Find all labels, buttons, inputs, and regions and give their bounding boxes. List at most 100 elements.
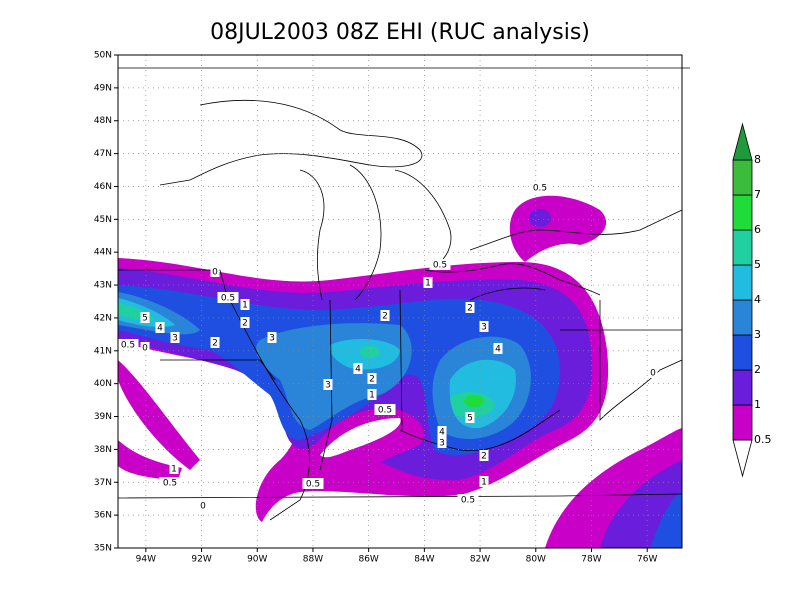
- lat-tick-label: 47N: [94, 149, 112, 159]
- colorbar-segment: [732, 404, 753, 441]
- colorbar-label: 8: [754, 153, 761, 166]
- contour-label-box: [210, 337, 220, 348]
- contour-label-box: [465, 302, 475, 313]
- colorbar-label: 2: [754, 363, 761, 376]
- ehi-fill-6: [464, 395, 484, 407]
- ehi-fill-1: [529, 209, 551, 227]
- contour-label-box: [240, 299, 250, 310]
- contour-label: 0.5: [461, 496, 475, 506]
- contour-label-box: [353, 363, 363, 374]
- contour-label: 1: [171, 465, 177, 475]
- colorbar-segment: [732, 159, 753, 196]
- contour-label: 4: [355, 365, 361, 375]
- lon-tick-label: 94W: [136, 555, 156, 565]
- contour-label-box: [198, 500, 208, 511]
- lat-tick-label: 46N: [94, 182, 112, 192]
- colorbar-label: 5: [754, 258, 761, 271]
- map-area: [117, 55, 690, 548]
- ehi-fill-2: [650, 490, 682, 548]
- contour-label: 0: [200, 502, 206, 512]
- lat-tick-label: 49N: [94, 83, 112, 93]
- contour-label: 2: [382, 312, 388, 322]
- contour-label: 0.5: [221, 294, 235, 304]
- contour-label: 4: [157, 324, 163, 334]
- contour-label-box: [210, 266, 220, 277]
- contour-label: 2: [467, 304, 473, 314]
- contour-label-box: [423, 277, 433, 288]
- colorbar-segment: [732, 334, 753, 371]
- colorbar-label: 6: [754, 223, 761, 236]
- contour-label-box: [437, 426, 447, 437]
- axes: 35N 36N 37N 38N 39N 40N 41N 42N 43N 44N 45N 46N 47N 4…: [94, 51, 658, 565]
- contour-label: 3: [269, 334, 275, 344]
- map-title: 08JUL2003 08Z EHI (RUC analysis): [210, 20, 590, 45]
- contour-label-box: [155, 322, 165, 333]
- lat-tick-label: 40N: [94, 379, 112, 389]
- colorbar-label: 0.5: [754, 433, 772, 446]
- colorbar-label: 4: [754, 293, 761, 306]
- contour-label: 5: [142, 314, 148, 324]
- contour-label: 2: [242, 319, 248, 329]
- lat-tick-label: 38N: [94, 445, 112, 455]
- contour-label-box: [479, 450, 489, 461]
- contour-label-box: [140, 342, 150, 353]
- colorbar-segment: [732, 229, 753, 266]
- colorbar-label: 1: [754, 398, 761, 411]
- contour-label: 0.5: [121, 341, 135, 351]
- colorbar-segment: [732, 194, 753, 231]
- geo-outlines: [117, 67, 690, 521]
- contour-label: 3: [481, 323, 487, 333]
- colorbar-label: 3: [754, 328, 761, 341]
- contour-label-box: [267, 332, 277, 343]
- contour-label-box: [323, 379, 333, 390]
- lon-tick-label: 80W: [526, 555, 546, 565]
- lat-tick-label: 41N: [94, 346, 112, 356]
- lat-tick-label: 45N: [94, 215, 112, 225]
- lat-tick-label: 35N: [94, 544, 112, 554]
- lon-tick-label: 88W: [303, 555, 323, 565]
- contour-label: 3: [439, 439, 445, 449]
- contour-label: 0: [650, 369, 656, 379]
- lat-tick-label: 37N: [94, 478, 112, 488]
- colorbar-over: [732, 122, 753, 161]
- colorbar: 0.5 1 2 3 4 5 6 7 8: [732, 122, 772, 478]
- contour-label-box: [479, 321, 489, 332]
- lat-tick-label: 36N: [94, 511, 112, 521]
- lon-tick-label: 82W: [470, 555, 490, 565]
- map-frame: [117, 54, 683, 549]
- contour-label-box: [117, 339, 139, 350]
- lon-tick-label: 76W: [637, 555, 657, 565]
- contour-label-box: [493, 343, 503, 354]
- contour-label-box: [302, 478, 324, 489]
- contour-label-box: [169, 463, 179, 474]
- lon-tick-label: 92W: [191, 555, 211, 565]
- contour-label-box: [374, 404, 396, 415]
- contour-label-box: [380, 310, 390, 321]
- colorbar-under: [732, 439, 753, 478]
- lat-tick-label: 50N: [94, 51, 112, 61]
- contour-label-box: [367, 373, 377, 384]
- contour-label: 3: [172, 334, 178, 344]
- contour-label: 0.5: [306, 480, 320, 490]
- contour-label: 5: [467, 414, 473, 424]
- contour-label: 0.5: [533, 184, 547, 194]
- lat-tick-label: 48N: [94, 116, 112, 126]
- contour-label: 1: [481, 478, 487, 488]
- contour-label-box: [159, 477, 181, 488]
- contour-label: 1: [242, 301, 248, 311]
- ehi-fill-5: [360, 346, 380, 358]
- contour-label-box: [429, 259, 451, 270]
- ehi-hole: [320, 418, 401, 458]
- contour-label: 2: [481, 452, 487, 462]
- contour-label: 4: [439, 428, 445, 438]
- contour-label: 0.5: [163, 479, 177, 489]
- lat-tick-label: 44N: [94, 248, 112, 258]
- contour-label: 1: [369, 391, 375, 401]
- ehi-fill-0.5: [118, 440, 182, 480]
- contour-label-box: [648, 367, 658, 378]
- lat-tick-label: 43N: [94, 281, 112, 291]
- contour-label: 0: [142, 344, 148, 354]
- contour-label-box: [437, 437, 447, 448]
